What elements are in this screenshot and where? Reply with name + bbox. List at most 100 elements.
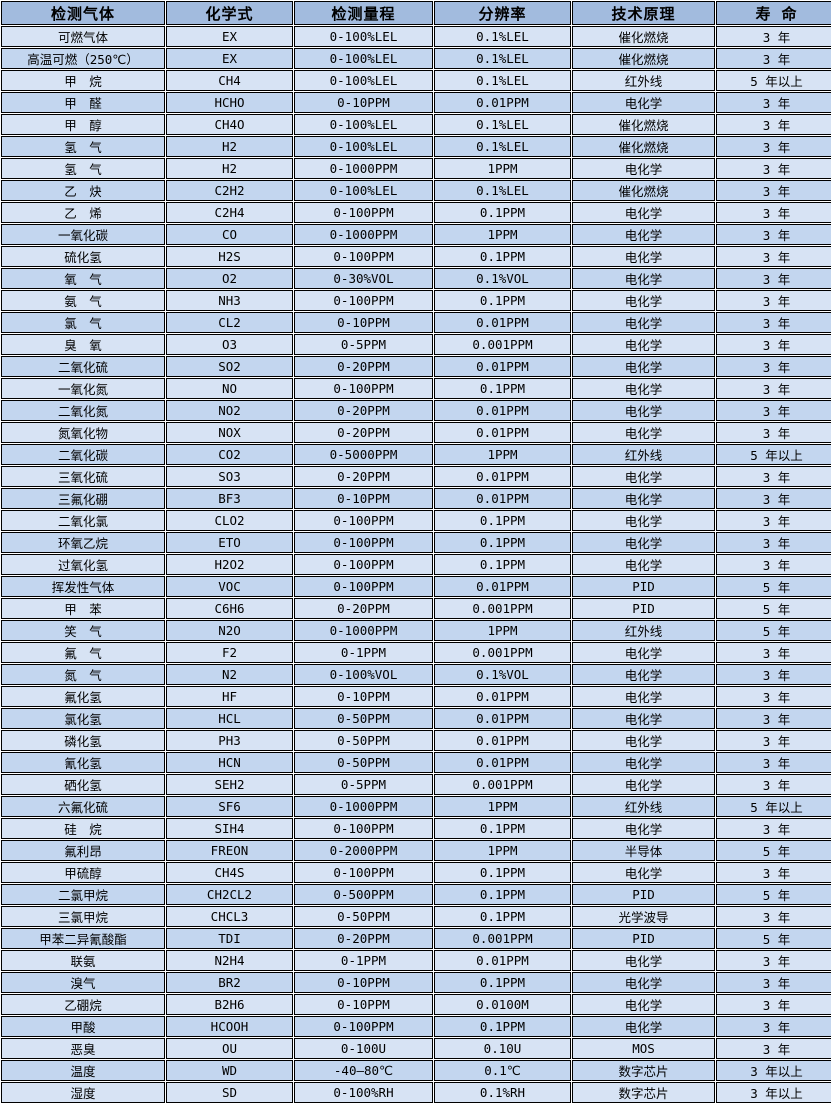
cell-resolution: 0.01PPM [434,730,571,751]
cell-resolution: 1PPM [434,224,571,245]
table-row: 氮氧化物 NOX 0-20PPM 0.01PPM 电化学 3 年 [1,422,831,443]
cell-formula: H2S [166,246,293,267]
cell-formula: CL2 [166,312,293,333]
cell-principle: 电化学 [572,862,715,883]
cell-principle: 催化燃烧 [572,48,715,69]
cell-range: 0-10PPM [294,312,433,333]
cell-range: 0-20PPM [294,466,433,487]
cell-resolution: 0.01PPM [434,92,571,113]
cell-resolution: 0.001PPM [434,928,571,949]
table-body: 可燃气体 EX 0-100%LEL 0.1%LEL 催化燃烧 3 年高温可燃（250℃） E… [1,26,831,1103]
table-row: 氢 气 H2 0-1000PPM 1PPM 电化学 3 年 [1,158,831,179]
table-row: 氟化氢 HF 0-10PPM 0.01PPM 电化学 3 年 [1,686,831,707]
cell-range: 0-20PPM [294,356,433,377]
cell-formula: SF6 [166,796,293,817]
cell-range: 0-100PPM [294,1016,433,1037]
cell-principle: 催化燃烧 [572,114,715,135]
cell-lifespan: 3 年 [716,510,831,531]
cell-formula: O2 [166,268,293,289]
cell-gas: 湿度 [1,1082,165,1103]
cell-formula: NOX [166,422,293,443]
cell-lifespan: 3 年 [716,950,831,971]
cell-lifespan: 3 年 [716,532,831,553]
cell-formula: N2H4 [166,950,293,971]
table-row: 恶臭 OU 0-100U 0.10U MOS 3 年 [1,1038,831,1059]
cell-lifespan: 5 年 [716,576,831,597]
cell-range: 0-100PPM [294,862,433,883]
cell-gas: 氢 气 [1,136,165,157]
cell-range: 0-100PPM [294,554,433,575]
cell-gas: 三氟化硼 [1,488,165,509]
cell-lifespan: 3 年 [716,400,831,421]
cell-resolution: 0.1%RH [434,1082,571,1103]
cell-range: 0-500PPM [294,884,433,905]
cell-principle: 电化学 [572,246,715,267]
cell-formula: CH4S [166,862,293,883]
cell-gas: 氟 气 [1,642,165,663]
cell-range: 0-100%LEL [294,48,433,69]
cell-principle: 电化学 [572,92,715,113]
cell-lifespan: 5 年 [716,884,831,905]
cell-formula: H2O2 [166,554,293,575]
table-row: 过氧化氢 H2O2 0-100PPM 0.1PPM 电化学 3 年 [1,554,831,575]
cell-gas: 过氧化氢 [1,554,165,575]
cell-resolution: 0.1℃ [434,1060,571,1081]
cell-range: 0-5PPM [294,334,433,355]
cell-range: 0-10PPM [294,488,433,509]
cell-principle: 数字芯片 [572,1060,715,1081]
cell-lifespan: 5 年 [716,598,831,619]
cell-resolution: 0.01PPM [434,686,571,707]
table-row: 硒化氢 SEH2 0-5PPM 0.001PPM 电化学 3 年 [1,774,831,795]
header-formula: 化学式 [166,1,293,25]
cell-range: 0-100%LEL [294,70,433,91]
table-row: 甲 醇 CH4O 0-100%LEL 0.1%LEL 催化燃烧 3 年 [1,114,831,135]
cell-principle: 数字芯片 [572,1082,715,1103]
cell-principle: 电化学 [572,972,715,993]
cell-principle: 催化燃烧 [572,136,715,157]
cell-principle: 电化学 [572,356,715,377]
cell-principle: 电化学 [572,950,715,971]
cell-range: 0-100%VOL [294,664,433,685]
table-row: 高温可燃（250℃） EX 0-100%LEL 0.1%LEL 催化燃烧 3 年 [1,48,831,69]
cell-resolution: 0.1PPM [434,906,571,927]
cell-lifespan: 3 年 [716,224,831,245]
cell-resolution: 0.1PPM [434,972,571,993]
cell-gas: 二氯甲烷 [1,884,165,905]
cell-formula: HCL [166,708,293,729]
cell-resolution: 0.001PPM [434,642,571,663]
cell-lifespan: 3 年 [716,26,831,47]
cell-resolution: 1PPM [434,158,571,179]
table-row: 氮 气 N2 0-100%VOL 0.1%VOL 电化学 3 年 [1,664,831,685]
cell-resolution: 0.1%LEL [434,136,571,157]
cell-formula: WD [166,1060,293,1081]
cell-range: 0-50PPM [294,730,433,751]
cell-range: 0-100PPM [294,510,433,531]
cell-principle: 电化学 [572,290,715,311]
cell-formula: O3 [166,334,293,355]
cell-range: 0-5000PPM [294,444,433,465]
cell-formula: CO2 [166,444,293,465]
cell-resolution: 0.1PPM [434,290,571,311]
cell-lifespan: 3 年 [716,48,831,69]
table-row: 氟利昂 FREON 0-2000PPM 1PPM 半导体 5 年 [1,840,831,861]
cell-lifespan: 3 年 [716,818,831,839]
table-row: 二氧化硫 SO2 0-20PPM 0.01PPM 电化学 3 年 [1,356,831,377]
cell-range: 0-100%LEL [294,26,433,47]
cell-gas: 氧 气 [1,268,165,289]
cell-resolution: 0.01PPM [434,708,571,729]
cell-formula: B2H6 [166,994,293,1015]
cell-lifespan: 3 年以上 [716,1060,831,1081]
cell-principle: 红外线 [572,444,715,465]
cell-gas: 二氧化碳 [1,444,165,465]
table-row: 氯化氢 HCL 0-50PPM 0.01PPM 电化学 3 年 [1,708,831,729]
cell-lifespan: 3 年 [716,708,831,729]
table-row: 甲 苯 C6H6 0-20PPM 0.001PPM PID 5 年 [1,598,831,619]
cell-formula: BF3 [166,488,293,509]
cell-range: 0-10PPM [294,686,433,707]
cell-range: 0-1000PPM [294,796,433,817]
table-row: 二氧化碳 CO2 0-5000PPM 1PPM 红外线 5 年以上 [1,444,831,465]
cell-range: 0-100U [294,1038,433,1059]
cell-gas: 乙硼烷 [1,994,165,1015]
table-row: 六氟化硫 SF6 0-1000PPM 1PPM 红外线 5 年以上 [1,796,831,817]
cell-formula: NO2 [166,400,293,421]
